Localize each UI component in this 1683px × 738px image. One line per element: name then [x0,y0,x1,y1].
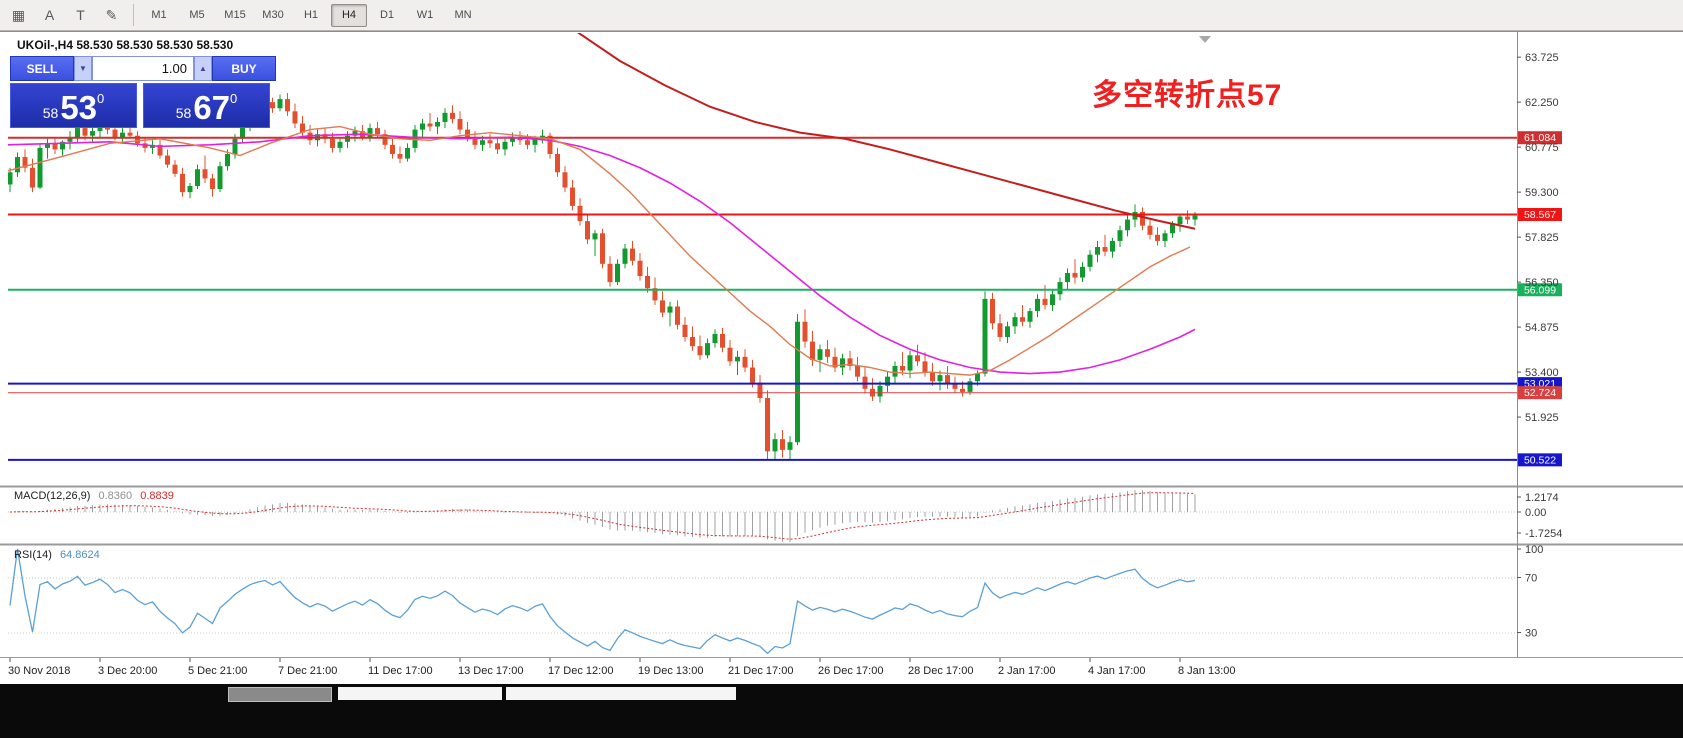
time-label: 21 Dec 17:00 [728,665,793,677]
time-label: 4 Jan 17:00 [1088,665,1146,677]
taskbar-segment [506,687,736,700]
chart-shift-marker [1199,36,1211,43]
timeframe-button-m1[interactable]: M1 [151,9,167,21]
time-label: 19 Dec 13:00 [638,665,703,677]
sell-price-display[interactable]: 58 53 0 [10,83,137,128]
timeframe-button-group: M1 M5 M15 M30 H1 H4 D1 W1 MN [141,3,481,27]
macd-histogram [17,490,1196,542]
time-label: 30 Nov 2018 [8,665,70,677]
time-label: 7 Dec 21:00 [278,665,337,677]
macd-axis-tick: 1.2174 [1525,492,1559,504]
macd-axis-tick: -1.7254 [1525,528,1562,540]
text-annotation-icon[interactable]: A [44,7,55,23]
timeframe-button-mn[interactable]: MN [454,9,472,21]
timeframe-button-d1[interactable]: D1 [379,9,395,21]
timeframe-button-m5[interactable]: M5 [189,9,205,21]
price-label-box [1518,131,1562,145]
text-box-icon[interactable]: T [76,7,85,23]
timeframe-button-h4[interactable]: H4 [331,3,367,27]
macd-name: MACD(12,26,9) [14,490,91,502]
time-label: 2 Jan 17:00 [998,665,1056,677]
taskbar-segment [338,687,502,700]
rsi-line [9,548,1196,655]
svg-text:62.250: 62.250 [1525,97,1559,109]
rsi-label: RSI(14) 64.8624 [14,549,100,561]
time-label: 11 Dec 17:00 [368,665,433,677]
chart-title: UKOil-,H4 58.530 58.530 58.530 58.530 [17,38,234,52]
price-label-box [1518,386,1562,400]
macd-label: MACD(12,26,9) 0.8360 0.8839 [14,490,174,502]
sell-price-pips: 53 [60,88,98,126]
rsi-axis-tick: 30 [1525,628,1537,640]
svg-text:63.725: 63.725 [1525,52,1559,64]
spinner-down-icon: ▼ [79,64,87,73]
chart-grid-icon[interactable]: ▦ [11,6,26,23]
svg-text:61.084: 61.084 [1524,132,1556,144]
svg-text:53.400: 53.400 [1525,367,1559,379]
ma-long-red [576,33,1196,230]
rsi-name: RSI(14) [14,549,52,561]
top-toolbar: ▦ A T ✎ M1 M5 M15 M30 H1 H4 D1 W1 MN [0,0,1683,31]
one-click-trading-panel: SELL ▼ 1.00 ▲ BUY 58 53 0 58 67 0 [10,56,276,128]
time-label: 8 Jan 13:00 [1178,665,1236,677]
candles [8,93,1198,461]
ma-short-orange [8,125,1191,376]
price-label-box [1518,207,1562,221]
buy-price-big-figure: 58 [175,105,192,121]
buy-button[interactable]: BUY [212,56,276,81]
drawing-tools-icon[interactable]: ✎ [105,6,118,23]
taskbar-segment [228,687,332,702]
price-axis[interactable]: 63.725 62.250 60.775 59.300 57.825 56.350 54.8… [1517,52,1559,424]
time-label: 3 Dec 20:00 [98,665,157,677]
timeframe-button-m15[interactable]: M15 [224,9,246,21]
svg-text:50.522: 50.522 [1524,454,1556,466]
macd-main-value: 0.8360 [98,490,133,502]
svg-text:60.775: 60.775 [1525,142,1559,154]
svg-text:56.350: 56.350 [1525,277,1559,289]
toolbar-separator [133,4,134,26]
rsi-value: 64.8624 [59,549,100,561]
macd-signal-line [9,492,1196,540]
buy-price-display[interactable]: 58 67 0 [143,83,270,128]
time-label: 5 Dec 21:00 [188,665,247,677]
sell-price-big-figure: 58 [42,105,59,121]
price-label-box [1518,283,1562,297]
svg-text:52.724: 52.724 [1524,387,1556,399]
svg-text:58.567: 58.567 [1524,209,1556,221]
timeframe-button-m30[interactable]: M30 [262,9,284,21]
chart-annotation: 多空转折点57 [1092,79,1283,112]
rsi-axis-tick: 70 [1525,573,1537,585]
time-axis[interactable]: 30 Nov 2018 3 Dec 20:00 5 Dec 21:00 7 Dec 2… [8,658,1236,677]
lot-size-input[interactable]: 1.00 [92,56,194,81]
lot-size-value: 1.00 [161,61,187,76]
toolbar-tool-icons: ▦ A T ✎ [4,3,126,28]
time-label: 13 Dec 17:00 [458,665,523,677]
moving-averages [8,33,1196,376]
macd-axis-tick: 0.00 [1525,507,1546,519]
svg-text:54.875: 54.875 [1525,322,1559,334]
svg-text:59.300: 59.300 [1525,187,1559,199]
sell-price-fraction: 0 [97,91,105,106]
spinner-up-icon: ▲ [199,64,207,73]
rsi-axis-tick: 100 [1525,544,1543,556]
svg-text:56.099: 56.099 [1524,284,1556,296]
lot-decrease-button[interactable]: ▼ [74,56,92,81]
sell-button[interactable]: SELL [10,56,74,81]
price-label-box [1518,453,1562,467]
buy-price-pips: 67 [193,88,231,126]
macd-signal-value: 0.8839 [140,490,174,502]
time-label: 26 Dec 17:00 [818,665,883,677]
taskbar [0,684,1683,738]
buy-price-fraction: 0 [230,91,238,106]
time-label: 28 Dec 17:00 [908,665,973,677]
timeframe-button-w1[interactable]: W1 [416,9,434,21]
time-label: 17 Dec 12:00 [548,665,613,677]
lot-increase-button[interactable]: ▲ [194,56,212,81]
timeframe-button-h1[interactable]: H1 [303,9,319,21]
svg-text:51.925: 51.925 [1525,412,1559,424]
svg-text:57.825: 57.825 [1525,232,1559,244]
